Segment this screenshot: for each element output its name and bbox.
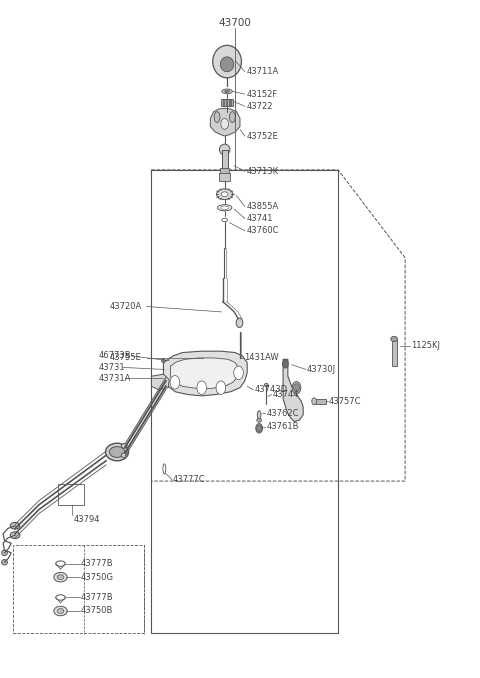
Text: 43777C: 43777C <box>173 475 205 484</box>
Text: 43750G: 43750G <box>81 573 114 582</box>
Text: 43750B: 43750B <box>81 607 113 616</box>
Ellipse shape <box>219 144 230 155</box>
Bar <box>314 399 326 404</box>
Bar <box>221 99 233 106</box>
Text: 43711A: 43711A <box>246 67 278 76</box>
Text: 43762C: 43762C <box>266 409 299 418</box>
Circle shape <box>234 366 243 380</box>
Text: 43855A: 43855A <box>246 202 278 211</box>
Ellipse shape <box>10 522 20 529</box>
Text: 43755E: 43755E <box>110 353 142 363</box>
Polygon shape <box>283 359 303 422</box>
Ellipse shape <box>1 559 7 565</box>
Circle shape <box>257 425 262 432</box>
Text: 43731: 43731 <box>99 363 125 372</box>
Ellipse shape <box>109 447 125 458</box>
Ellipse shape <box>54 572 67 582</box>
Polygon shape <box>163 351 247 396</box>
Bar <box>220 169 229 174</box>
Text: 43731A: 43731A <box>99 374 131 383</box>
Text: 43700: 43700 <box>219 18 252 28</box>
Ellipse shape <box>257 411 261 419</box>
Ellipse shape <box>221 192 228 197</box>
Ellipse shape <box>257 418 262 422</box>
Ellipse shape <box>121 443 127 448</box>
Text: 43744: 43744 <box>273 390 299 399</box>
Text: 46773B: 46773B <box>99 351 132 361</box>
Ellipse shape <box>54 606 67 616</box>
Ellipse shape <box>292 382 301 394</box>
Ellipse shape <box>236 318 243 327</box>
Ellipse shape <box>264 383 268 386</box>
Ellipse shape <box>216 188 233 199</box>
Ellipse shape <box>225 90 229 92</box>
Text: 43760C: 43760C <box>246 226 279 235</box>
Ellipse shape <box>57 575 64 580</box>
Polygon shape <box>210 108 240 136</box>
Ellipse shape <box>213 45 241 78</box>
Circle shape <box>294 384 300 392</box>
Circle shape <box>221 119 228 129</box>
Bar <box>392 340 396 366</box>
Circle shape <box>283 360 288 368</box>
Ellipse shape <box>312 398 317 405</box>
Bar <box>152 170 338 633</box>
Bar <box>58 485 84 504</box>
Bar <box>222 150 228 170</box>
Circle shape <box>170 376 180 389</box>
Text: 43777B: 43777B <box>81 593 114 602</box>
Circle shape <box>216 381 226 395</box>
Ellipse shape <box>10 532 20 538</box>
Text: 43720A: 43720A <box>110 302 142 311</box>
Ellipse shape <box>121 453 127 458</box>
Text: 1125KJ: 1125KJ <box>411 341 440 351</box>
Text: 43730J: 43730J <box>307 365 336 374</box>
Text: 1431AW: 1431AW <box>244 353 278 363</box>
Ellipse shape <box>214 112 220 123</box>
Text: 43794: 43794 <box>73 515 100 524</box>
Bar <box>219 173 230 180</box>
Ellipse shape <box>229 112 235 123</box>
Ellipse shape <box>256 424 263 433</box>
Text: 43743D: 43743D <box>254 385 288 394</box>
Text: 43152F: 43152F <box>246 89 277 98</box>
Ellipse shape <box>1 550 7 555</box>
Ellipse shape <box>391 336 397 342</box>
Text: 43741: 43741 <box>246 214 273 223</box>
Text: 43713K: 43713K <box>246 167 278 176</box>
Polygon shape <box>152 374 169 390</box>
Text: 43752E: 43752E <box>246 132 278 140</box>
Bar <box>12 545 144 633</box>
Text: 43722: 43722 <box>246 102 273 111</box>
Circle shape <box>197 381 206 395</box>
Ellipse shape <box>106 443 129 461</box>
Ellipse shape <box>161 359 165 363</box>
Ellipse shape <box>220 57 234 72</box>
Polygon shape <box>170 358 239 388</box>
Ellipse shape <box>222 89 232 94</box>
Text: 43777B: 43777B <box>81 559 114 568</box>
Text: 43757C: 43757C <box>329 397 361 405</box>
Text: 43761B: 43761B <box>266 422 299 431</box>
Ellipse shape <box>57 609 64 614</box>
